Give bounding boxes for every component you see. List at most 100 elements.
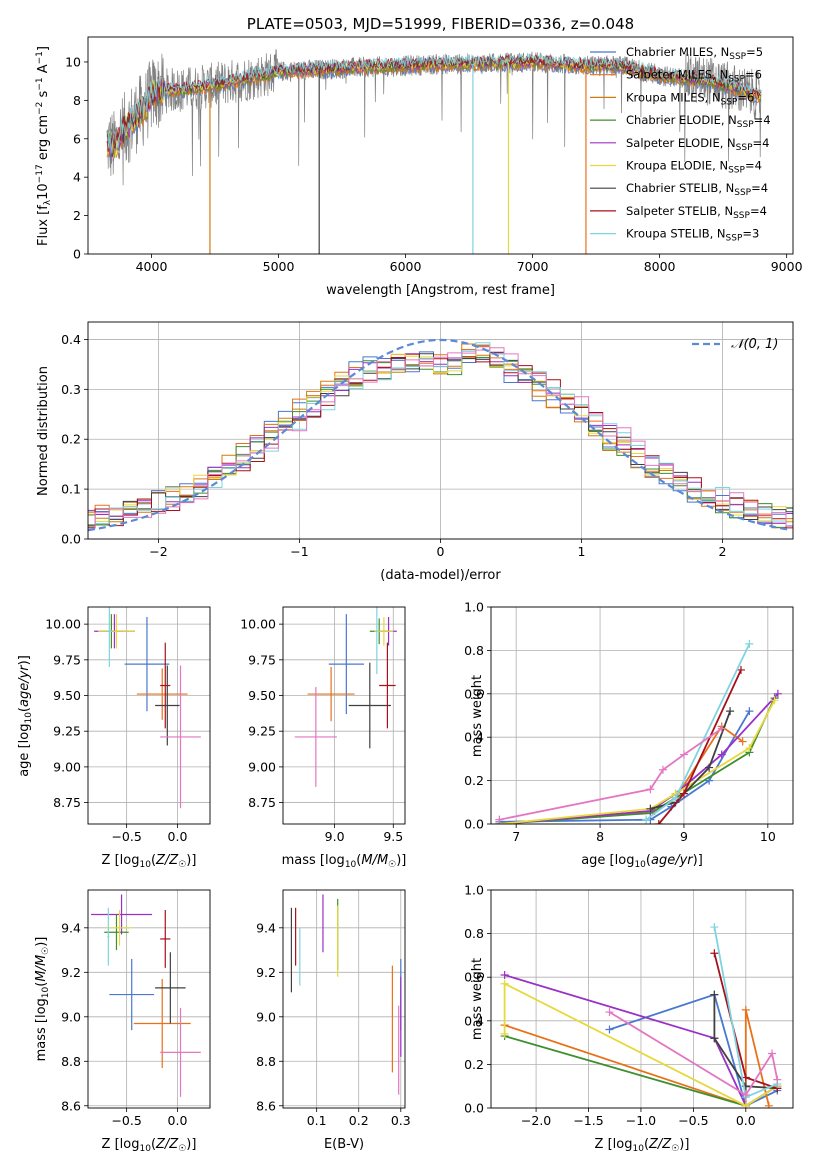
weight-marker [741, 1005, 750, 1014]
age_vs_mass-plot [294, 607, 397, 787]
legend-entry: Chabrier ELODIE, NSSP=4 [626, 113, 771, 130]
x-tick-label: −1.0 [626, 1113, 656, 1128]
y-tick-label: 0.1 [61, 482, 81, 497]
errorbar-point [107, 907, 110, 966]
y-tick-label: 9.2 [61, 965, 81, 980]
weight-marker [705, 763, 714, 772]
x-tick-label: 9000 [771, 259, 803, 274]
y-tick-label: 0.0 [61, 532, 81, 547]
weight-line [499, 727, 723, 821]
x-tick-label: 7000 [517, 259, 549, 274]
y-tick-label: 9.50 [53, 688, 81, 703]
weight-series [495, 696, 779, 824]
y-tick-label: 9.75 [53, 652, 81, 667]
weight-line [609, 993, 778, 1108]
weight-marker [500, 1029, 509, 1038]
y-tick-label: 0.0 [464, 817, 484, 832]
weight-marker [741, 1101, 750, 1108]
age_vs_mass-axes: 9.0 9.5 8.75 9.00 9.25 9.50 9.75 10.00 [240, 607, 405, 844]
errorbar-point [98, 614, 135, 649]
x-tick-label: 0 [437, 544, 445, 559]
x-tick-label: 0.0 [736, 1113, 756, 1128]
massweight_vs_age-plot [495, 639, 782, 824]
model-spectrum-line [106, 52, 761, 154]
weight-series [642, 639, 754, 824]
age_vs_Z-axes: −0.5 0.0 8.75 9.00 9.25 9.50 9.75 10.00 [45, 607, 210, 844]
weight-series [495, 694, 779, 824]
weight-line [503, 982, 778, 1107]
weight-marker [717, 724, 726, 733]
massweight_vs_Z-plot [500, 923, 782, 1108]
weight-line [609, 1011, 779, 1097]
weight-marker [500, 971, 509, 980]
x-axis-label: Z [log10(Z/Z☉)] [102, 853, 197, 870]
chart-title: PLATE=0503, MJD=51999, FIBERID=0336, z=0… [247, 15, 634, 33]
errorbar-point [294, 686, 337, 787]
x-axis-label: E(B-V) [324, 1137, 364, 1152]
mass_vs_Z-axes: −0.5 0.0 8.6 8.8 9.0 9.2 9.4 [61, 890, 210, 1128]
weight-marker [679, 789, 688, 798]
y-tick-label: 0.4 [464, 1013, 484, 1028]
legend-entry: Kroupa MILES, NSSP=6 [626, 90, 754, 107]
weight-series [500, 979, 782, 1108]
y-tick-label: 0.6 [464, 970, 484, 985]
mass_vs_EBV-axes: 0.1 0.2 0.3 8.6 8.8 9.0 9.2 9.4 [256, 890, 411, 1128]
y-tick-label: 10.00 [240, 617, 276, 632]
errorbar-point [348, 662, 391, 749]
weight-marker [764, 1101, 773, 1108]
errorbar-point [328, 614, 364, 715]
weight-marker [741, 1073, 750, 1082]
legend-entry: Kroupa STELIB, NSSP=3 [626, 227, 759, 244]
x-tick-label: 9 [680, 829, 688, 844]
mass_vs_EBV-frame [282, 889, 406, 1109]
weight-line [713, 994, 778, 1090]
x-tick-label: 10 [760, 829, 776, 844]
y-tick-label: 8.6 [256, 1098, 276, 1113]
y-tick-label: 9.00 [53, 759, 81, 774]
y-tick-label: 0.4 [464, 730, 484, 745]
x-axis-label: (data-model)/error [380, 568, 501, 583]
y-tick-label: 4 [73, 170, 81, 185]
weight-marker [710, 949, 719, 958]
legend-entry: Salpeter STELIB, NSSP=4 [626, 204, 767, 221]
residuals-frame [87, 321, 794, 540]
spectrum-axes: 4000 5000 6000 7000 8000 9000 0 2 4 6 8 10 [65, 54, 803, 274]
y-tick-label: 9.50 [248, 688, 276, 703]
y-tick-label: 8 [73, 93, 81, 108]
legend-entry: Chabrier MILES, NSSP=5 [626, 45, 763, 62]
y-tick-label: 9.4 [61, 920, 81, 935]
y-tick-label: 0 [73, 247, 81, 262]
spectrum-frame [87, 36, 794, 255]
x-tick-label: −0.5 [678, 1113, 708, 1128]
weight-marker [500, 979, 509, 988]
weight-marker [736, 665, 745, 674]
weight-marker [658, 765, 667, 774]
weight-series [495, 724, 726, 824]
y-tick-label: 0.2 [61, 432, 81, 447]
x-tick-label: 6000 [390, 259, 422, 274]
weight-marker [745, 707, 754, 716]
residuals-axes: −2 −1 0 1 2 0.0 0.1 0.2 0.3 0.4 [61, 322, 793, 559]
histogram-step [88, 345, 793, 525]
errorbar-point [160, 642, 171, 729]
weight-marker [495, 815, 504, 824]
weight-marker [671, 793, 680, 802]
x-tick-label: 4000 [136, 259, 168, 274]
y-axis-label: Flux [fλ10−17 erg cm−2 s−1 A−1] [35, 46, 53, 246]
errorbar-point [136, 668, 188, 720]
y-tick-label: 9.00 [248, 759, 276, 774]
legend-entry: Kroupa ELODIE, NSSP=4 [626, 159, 762, 176]
y-tick-label: 9.0 [61, 1009, 81, 1024]
y-tick-label: 0.0 [464, 1101, 484, 1116]
weight-line [499, 710, 751, 823]
errorbar-point [155, 665, 180, 746]
legend-entry: 𝒩(0, 1) [731, 337, 778, 352]
y-tick-label: 8.6 [61, 1098, 81, 1113]
y-tick-label: 1.0 [464, 883, 484, 898]
spectrum-plot [106, 49, 762, 254]
y-tick-label: 6 [73, 131, 81, 146]
weight-marker [710, 923, 719, 932]
age_vs_Z-frame [87, 606, 211, 825]
errorbar-point [109, 958, 155, 1031]
